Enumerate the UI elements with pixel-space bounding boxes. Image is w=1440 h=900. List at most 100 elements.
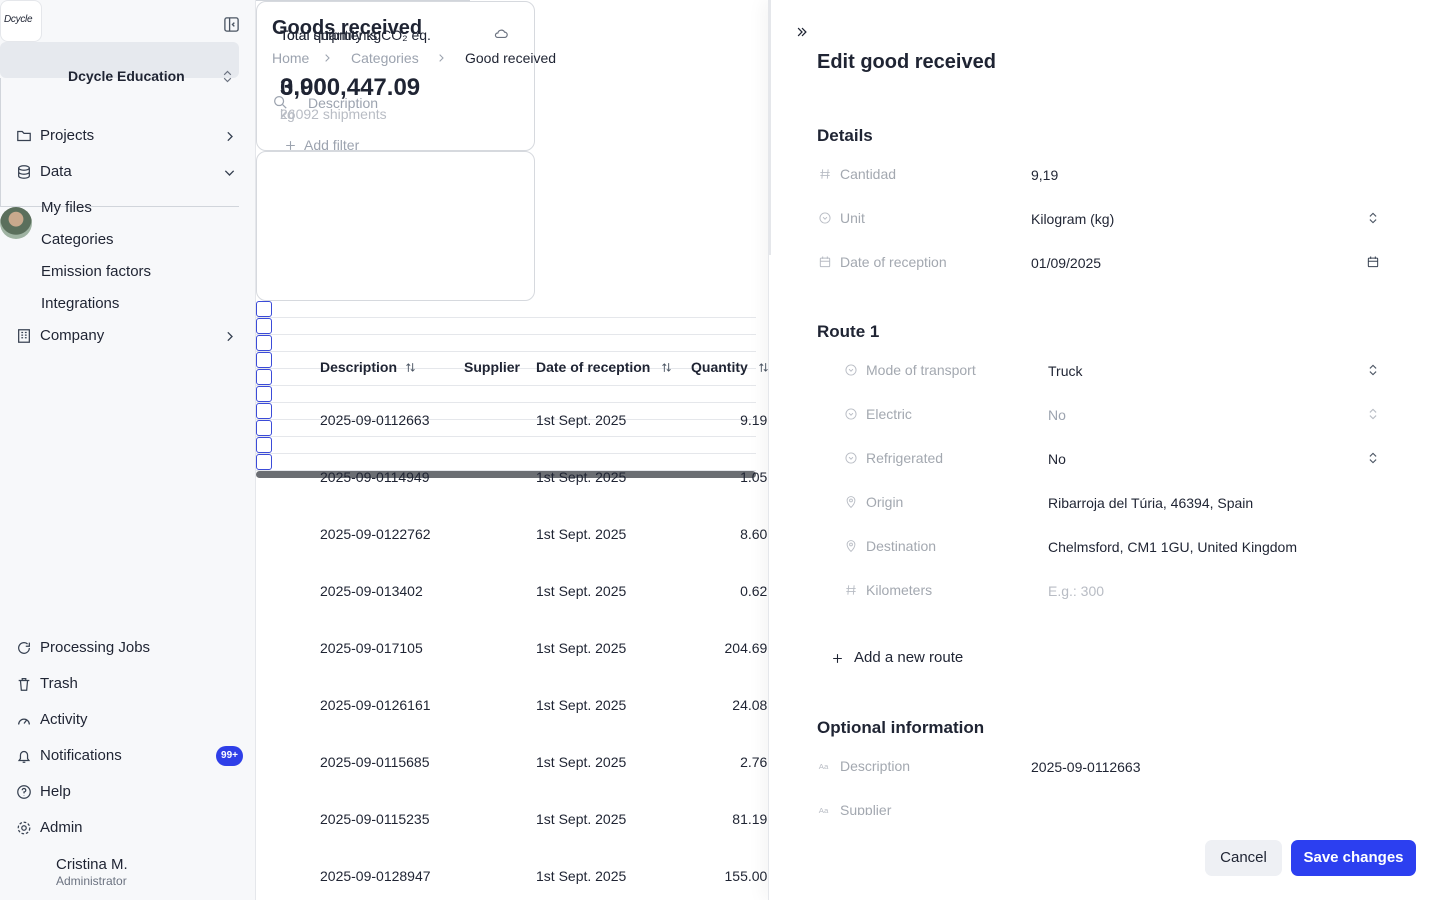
checkbox[interactable] — [256, 335, 272, 351]
search-placeholder[interactable]: Description — [308, 95, 379, 111]
field-value[interactable]: 9,19 — [1031, 167, 1059, 183]
row-divider — [256, 317, 756, 318]
row-divider — [256, 385, 756, 386]
field-label: Supplier — [840, 802, 892, 815]
card-title: Total quantity kg — [280, 27, 382, 43]
cell-quantity: 8.60 kg — [740, 526, 768, 542]
icon — [1369, 452, 1377, 464]
icon — [1369, 364, 1377, 376]
cell-quantity: 9.19 kg — [740, 412, 768, 428]
subnav-item[interactable]: My files — [41, 199, 92, 216]
field-placeholder[interactable]: E.g.: 300 — [1048, 583, 1105, 599]
panel-body: Edit good received Details Cantidad 9,19 Uni… — [769, 0, 1440, 815]
icon — [226, 131, 233, 141]
column-header[interactable]: Description — [320, 359, 398, 375]
nav-item[interactable]: Data — [40, 163, 72, 180]
checkbox[interactable] — [256, 369, 272, 385]
icon — [18, 718, 30, 725]
nav-item[interactable]: Processing Jobs — [40, 639, 151, 656]
nav-item[interactable]: Activity — [40, 711, 88, 728]
row-divider — [256, 368, 756, 369]
row-divider — [256, 453, 756, 454]
cell-description[interactable]: 2025-09-0128947 — [320, 868, 431, 884]
icon — [494, 29, 508, 39]
nav-item[interactable]: Trash — [40, 675, 78, 692]
column-header[interactable]: Quantity — [691, 359, 748, 375]
cell-description[interactable]: 2025-09-013402 — [320, 583, 423, 599]
icon — [845, 364, 857, 376]
field-label: Mode of transport — [866, 362, 976, 378]
icon — [797, 27, 807, 37]
icon — [661, 362, 671, 372]
checkbox[interactable] — [256, 301, 272, 317]
field-label: Cantidad — [840, 166, 897, 182]
field-value[interactable]: Ribarroja del Túria, 46394, Spain — [1048, 495, 1254, 511]
checkbox[interactable] — [256, 437, 272, 453]
field-value[interactable]: 01/09/2025 — [1031, 255, 1102, 271]
nav-item[interactable]: Notifications — [40, 747, 122, 764]
main-content: Goods received Home Categories Good receive… — [256, 0, 768, 900]
page-title: Goods received — [272, 17, 423, 39]
column-header[interactable]: Supplier — [464, 359, 521, 375]
save-button[interactable]: Save changes — [1291, 840, 1416, 876]
nav-item[interactable]: Projects — [40, 127, 95, 144]
avatar — [0, 207, 32, 239]
nav-item[interactable]: Help — [40, 783, 71, 800]
field-value[interactable]: Chelmsford, CM1 1GU, United Kingdom — [1048, 539, 1297, 555]
add-route[interactable]: Add a new route — [854, 649, 964, 666]
field-label: Date of reception — [840, 254, 947, 270]
svg-text:Aa: Aa — [819, 806, 829, 815]
nav-item[interactable]: Company — [40, 327, 105, 344]
card-sub: 26092 shipments — [280, 106, 387, 122]
org-logo: Dcycle — [0, 0, 42, 42]
checkbox[interactable] — [256, 454, 272, 470]
field-value[interactable]: 2025-09-0112663 — [1031, 759, 1141, 775]
cell-description[interactable]: 2025-09-0112663 — [320, 412, 430, 428]
icon — [223, 70, 231, 82]
breadcrumb[interactable]: Home — [272, 50, 310, 66]
cell-date: 1st Sept. 2025 — [536, 526, 627, 542]
card-sub: kg — [280, 106, 295, 122]
breadcrumb[interactable]: Categories — [351, 50, 419, 66]
cell-quantity: 81.19 kg — [732, 811, 768, 827]
checkbox[interactable] — [256, 403, 272, 419]
field-value[interactable]: Kilogram (kg) — [1031, 211, 1115, 227]
cancel-button[interactable]: Cancel — [1205, 840, 1282, 876]
icon — [17, 750, 31, 763]
nav-item[interactable]: Admin — [40, 819, 83, 836]
subnav-item[interactable]: Categories — [41, 231, 114, 248]
field-label: Destination — [866, 538, 937, 554]
cell-description[interactable]: 2025-09-0114949 — [320, 469, 430, 485]
field-label: Unit — [840, 210, 865, 226]
checkbox[interactable] — [256, 420, 272, 436]
subnav-item[interactable]: Integrations — [41, 295, 120, 312]
icon — [17, 821, 31, 835]
cell-quantity: 0.62 kg — [740, 583, 768, 599]
row-divider — [256, 351, 756, 352]
cell-description[interactable]: 2025-09-0115685 — [320, 754, 430, 770]
cell-quantity: 2.76 kg — [740, 754, 768, 770]
add-filter[interactable]: Add filter — [304, 137, 360, 153]
cell-description[interactable]: 2025-09-0115235 — [320, 811, 430, 827]
cell-date: 1st Sept. 2025 — [536, 469, 627, 485]
user-name: Cristina M. — [56, 856, 128, 873]
row-divider — [256, 470, 756, 471]
field-value[interactable]: No — [1048, 451, 1066, 467]
card-value: 0.00 — [280, 74, 327, 101]
checkbox[interactable] — [256, 318, 272, 334]
cell-quantity: 204.69 kg — [724, 640, 769, 656]
checkbox[interactable] — [256, 386, 272, 402]
checkbox[interactable] — [256, 352, 272, 368]
org-name[interactable]: Dcycle Education — [68, 68, 185, 84]
cell-description[interactable]: 2025-09-0126161 — [320, 697, 431, 713]
cell-description[interactable]: 2025-09-0122762 — [320, 526, 431, 542]
icon — [845, 408, 857, 420]
field-value[interactable]: No — [1048, 407, 1066, 423]
column-header[interactable]: Date of reception — [536, 359, 651, 375]
subnav-item[interactable]: Emission factors — [41, 263, 152, 280]
cell-date: 1st Sept. 2025 — [536, 754, 627, 770]
icon — [845, 452, 857, 464]
field-value[interactable]: Truck — [1048, 363, 1083, 379]
cell-description[interactable]: 2025-09-017105 — [320, 640, 423, 656]
section-heading: Optional information — [817, 718, 985, 737]
